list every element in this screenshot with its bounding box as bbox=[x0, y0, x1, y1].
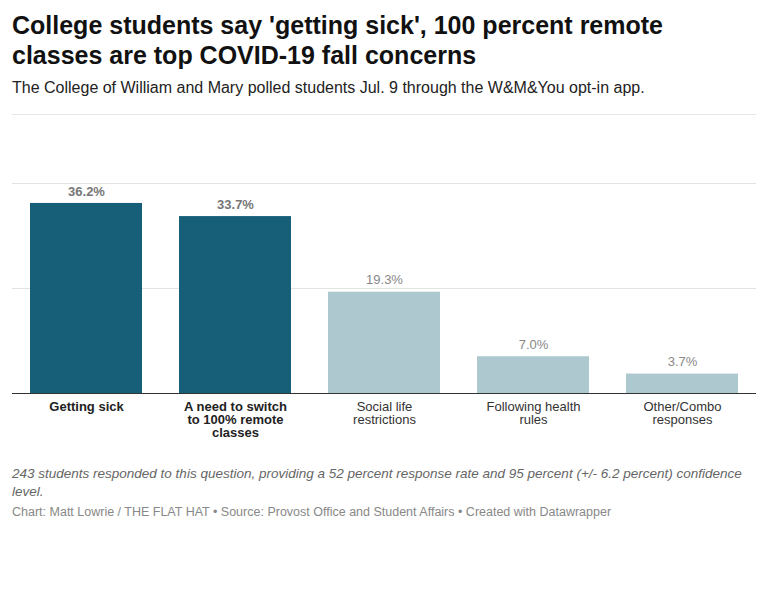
svg-text:19.3%: 19.3% bbox=[366, 272, 403, 287]
html-text:Chart: Matt Lowrie / THE FLAT: Chart: Matt Lowrie / THE FLAT HAT • Sour… bbox=[12, 505, 612, 519]
html-text:College students say 'getting: College students say 'getting sick', 100… bbox=[12, 11, 663, 69]
svg-text:A need to switchto 100% remote: A need to switchto 100% remoteclasses bbox=[184, 399, 287, 440]
svg-text:Social liferestrictions: Social liferestrictions bbox=[353, 399, 416, 427]
svg-text:Other/Comboresponses: Other/Comboresponses bbox=[643, 399, 721, 427]
svg-text:3.7%: 3.7% bbox=[668, 354, 698, 369]
svg-text:7.0%: 7.0% bbox=[519, 337, 549, 352]
svg-text:33.7%: 33.7% bbox=[217, 197, 254, 212]
svg-text:36.2%: 36.2% bbox=[68, 184, 105, 199]
html-text:243 students responded to this: 243 students responded to this question,… bbox=[12, 466, 742, 499]
svg-text:Getting sick: Getting sick bbox=[49, 399, 124, 414]
svg-text:Following healthrules: Following healthrules bbox=[487, 399, 581, 427]
html-text:The College of William and Mar: The College of William and Mary polled s… bbox=[12, 79, 645, 96]
